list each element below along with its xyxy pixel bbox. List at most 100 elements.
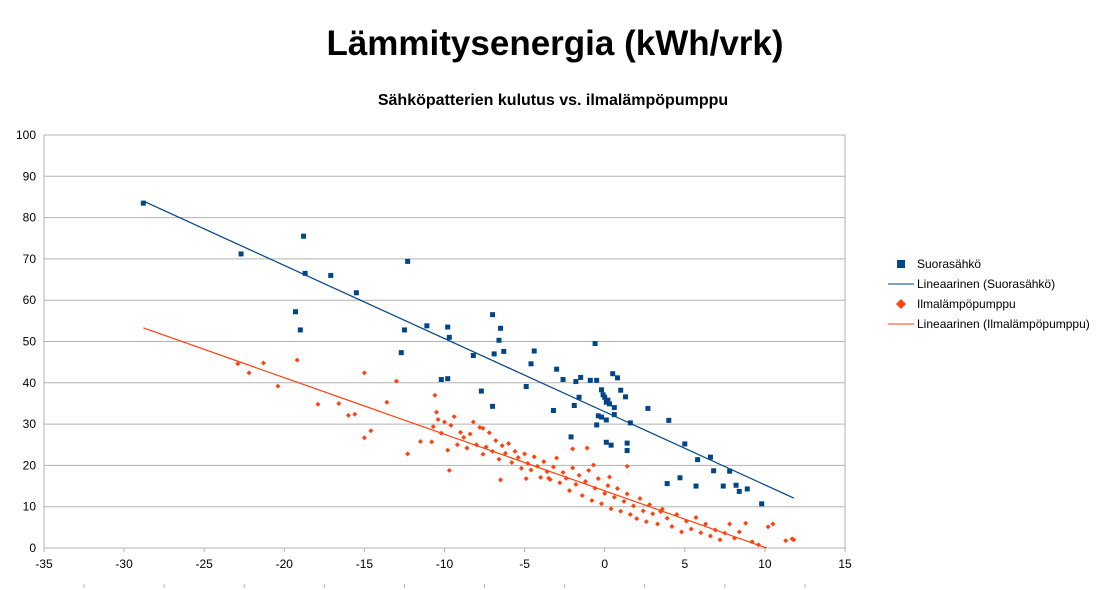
data-point-square xyxy=(554,366,560,372)
data-point-square xyxy=(598,387,604,393)
data-point-diamond xyxy=(791,537,797,543)
x-axis-ticks: -35 -30 -25 -20 -15 -10 -5 0 5 10 15 xyxy=(35,548,852,588)
data-point-square xyxy=(353,290,359,296)
data-point-diamond xyxy=(598,501,604,507)
data-point-diamond xyxy=(570,446,576,452)
data-point-diamond xyxy=(480,425,486,431)
data-point-diamond xyxy=(643,519,649,525)
x-tick-label: 0 xyxy=(601,557,608,571)
x-tick-label: 5 xyxy=(681,557,688,571)
data-point-diamond xyxy=(586,467,592,473)
x-tick-label: -30 xyxy=(115,557,133,571)
data-point-square xyxy=(707,454,713,460)
data-point-diamond xyxy=(448,422,454,428)
data-point-square xyxy=(568,434,574,440)
data-point-square xyxy=(531,348,537,354)
data-point-diamond xyxy=(368,428,374,434)
data-point-square xyxy=(446,334,452,340)
data-point-diamond xyxy=(523,476,529,482)
data-point-diamond xyxy=(573,481,579,487)
data-point-square xyxy=(490,312,496,318)
data-point-square xyxy=(578,374,584,380)
data-point-diamond xyxy=(624,491,630,497)
data-point-diamond xyxy=(480,451,486,457)
data-point-diamond xyxy=(783,538,789,544)
data-point-square xyxy=(301,233,307,239)
data-point-diamond xyxy=(446,467,452,473)
data-point-diamond xyxy=(435,417,441,423)
data-point-square xyxy=(603,417,609,423)
data-point-diamond xyxy=(430,424,436,430)
x-tick-label: 10 xyxy=(758,557,772,571)
data-point-diamond xyxy=(579,493,585,499)
data-point-square xyxy=(238,251,244,257)
data-point-square xyxy=(720,483,726,489)
data-point-square xyxy=(445,324,451,330)
data-point-square xyxy=(297,327,303,333)
trend-line xyxy=(143,200,794,499)
data-point-diamond xyxy=(554,455,560,461)
data-point-square xyxy=(695,457,701,463)
data-point-diamond xyxy=(560,469,566,475)
legend-label: Lineaarinen (Ilmalämpöpumppu) xyxy=(917,317,1090,331)
data-point-diamond xyxy=(576,472,582,478)
data-point-diamond xyxy=(486,430,492,436)
data-point-diamond xyxy=(664,515,670,521)
data-point-square xyxy=(302,270,308,276)
data-point-diamond xyxy=(531,454,537,460)
data-point-square xyxy=(618,387,624,393)
data-point-square xyxy=(438,376,444,382)
data-point-diamond xyxy=(550,464,556,470)
data-point-square xyxy=(445,376,451,382)
x-tick-label: -20 xyxy=(276,557,294,571)
data-point-diamond xyxy=(538,474,544,480)
data-point-square xyxy=(736,488,742,494)
data-point-square xyxy=(398,350,404,356)
data-point-square xyxy=(470,353,476,359)
y-tick-label: 90 xyxy=(23,169,37,183)
data-point-diamond xyxy=(515,455,521,461)
data-point-diamond xyxy=(496,456,502,462)
data-point-diamond xyxy=(655,521,661,527)
data-point-square xyxy=(608,442,614,448)
legend-label: Suorasähkö xyxy=(917,257,982,271)
data-point-diamond xyxy=(698,530,704,536)
data-point-square xyxy=(605,397,611,403)
data-point-square xyxy=(623,394,629,400)
data-point-diamond xyxy=(502,450,508,456)
data-point-square xyxy=(602,394,608,400)
data-point-square xyxy=(587,377,593,383)
data-point-square xyxy=(610,371,616,377)
data-point-square xyxy=(328,272,334,278)
data-point-diamond xyxy=(707,533,713,539)
data-point-square xyxy=(490,403,496,409)
data-point-square xyxy=(711,468,717,474)
data-point-square xyxy=(615,375,621,381)
data-point-diamond xyxy=(336,400,342,406)
data-point-square xyxy=(560,376,566,382)
data-point-diamond xyxy=(361,435,367,441)
data-point-diamond xyxy=(405,451,411,457)
data-point-square xyxy=(607,401,613,407)
data-point-square xyxy=(478,388,484,394)
data-point-diamond xyxy=(294,357,300,363)
trend-line xyxy=(143,327,767,549)
chart-series xyxy=(140,200,797,549)
legend-line-icon xyxy=(888,283,914,285)
data-point-square xyxy=(682,441,688,447)
data-point-square xyxy=(595,413,601,419)
data-point-diamond xyxy=(260,360,266,366)
data-point-diamond xyxy=(458,429,464,435)
data-point-diamond xyxy=(584,445,590,451)
data-point-square xyxy=(571,403,577,409)
data-point-diamond xyxy=(499,443,505,449)
data-point-diamond xyxy=(235,361,241,367)
data-point-diamond xyxy=(454,442,460,448)
data-point-diamond xyxy=(634,516,640,522)
data-point-diamond xyxy=(631,503,637,509)
data-point-diamond xyxy=(669,524,675,530)
data-point-square xyxy=(664,481,670,487)
data-point-diamond xyxy=(650,511,656,517)
data-point-diamond xyxy=(461,434,467,440)
